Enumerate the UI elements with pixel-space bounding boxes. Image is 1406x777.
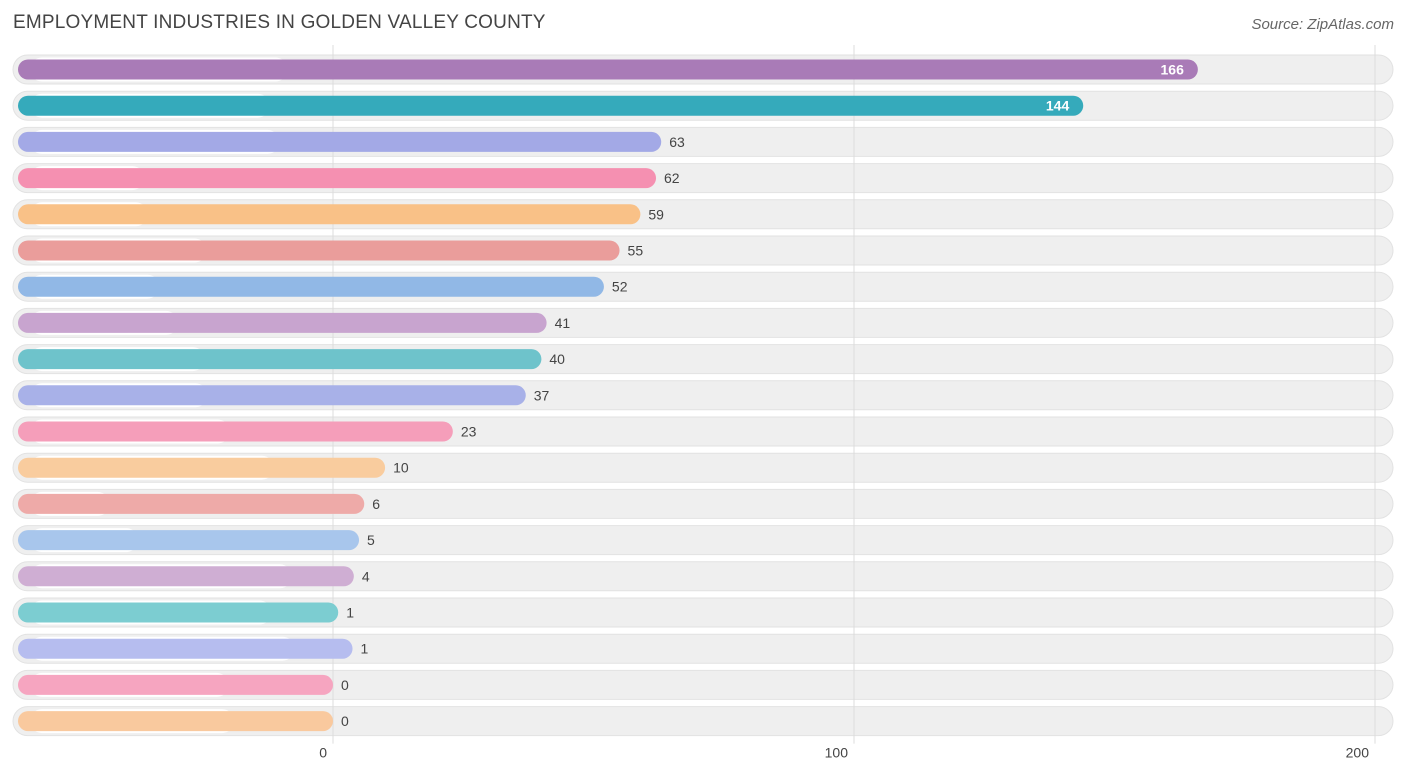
bar [18, 457, 386, 478]
bar-row: Health Care & Social Assistance166 [18, 57, 1198, 82]
bar-value: 1 [361, 641, 369, 657]
bar [18, 385, 526, 406]
bar-value: 0 [341, 713, 349, 729]
bar [18, 566, 354, 587]
bar [18, 276, 604, 297]
bar-row: Transportation & Warehousing10 [18, 455, 409, 480]
bar-value: 144 [1046, 98, 1070, 114]
bar-value: 40 [549, 351, 565, 367]
rows-layer: Health Care & Social Assistance166 Agricu… [12, 45, 1394, 744]
x-tick-label: 200 [1346, 745, 1370, 761]
bar-row: Wholesale Trade41 [18, 310, 571, 335]
bar [18, 530, 360, 551]
bar-row: Public Administration55 [18, 238, 644, 263]
bar [18, 204, 641, 225]
bar-row: Educational Services37 [18, 383, 550, 408]
x-tick-label: 100 [825, 745, 849, 761]
bar-value: 59 [648, 206, 664, 222]
ticks-layer: 0 100 200 [319, 745, 1369, 761]
bar-value: 62 [664, 170, 680, 186]
bar-row: Manufacturing52 [18, 274, 628, 299]
bar-row: Mining, Quarrying, & Extraction63 [18, 129, 685, 154]
bar-value: 23 [461, 424, 477, 440]
bar [18, 711, 333, 732]
bar [18, 674, 333, 695]
bar-value: 52 [612, 279, 628, 295]
row-background [12, 706, 1394, 737]
bar [18, 240, 620, 261]
bar-row: Construction59 [18, 202, 664, 227]
bar-value: 6 [372, 496, 380, 512]
row-background [12, 597, 1394, 628]
bar-value: 5 [367, 532, 375, 548]
bar [18, 349, 542, 370]
bar-row: Utilities6 [18, 491, 380, 516]
bar-value: 10 [393, 460, 409, 476]
chart-source: Source: ZipAtlas.com [1251, 16, 1394, 33]
row-background [12, 669, 1394, 700]
bar [18, 59, 1198, 80]
bar-value: 37 [534, 387, 550, 403]
bar-row: Real Estate, Rental & Leasing1 [18, 600, 354, 625]
row-background [12, 633, 1394, 664]
bar [18, 493, 365, 514]
bar [18, 131, 662, 152]
bar [18, 602, 339, 623]
bar-value: 63 [669, 134, 685, 150]
bar-value: 4 [362, 568, 370, 584]
bar-value: 55 [628, 243, 644, 259]
bar-row: Enterprise Management0 [18, 672, 349, 697]
chart-title: EMPLOYMENT INDUSTRIES IN GOLDEN VALLEY C… [13, 12, 546, 33]
bar [18, 168, 657, 189]
bar-row: Professional & Scientific23 [18, 419, 477, 444]
bar-row: Accommodation & Food Services1 [18, 636, 369, 661]
bar-row: Agriculture, Fishing & Hunting144 [18, 93, 1084, 118]
bar [18, 421, 453, 442]
bar-value: 41 [555, 315, 571, 331]
bar-value: 166 [1161, 62, 1185, 78]
bar-row: Information5 [18, 528, 375, 553]
row-background [12, 561, 1394, 592]
bar [18, 638, 353, 659]
bar-value: 0 [341, 677, 349, 693]
row-background [12, 525, 1394, 556]
bar-row: Finance & Insurance40 [18, 347, 565, 372]
x-tick-label: 0 [319, 745, 327, 761]
bar [18, 312, 547, 333]
bar-value: 1 [346, 605, 354, 621]
bar [18, 95, 1084, 116]
bar-row: Retail Trade62 [18, 166, 680, 191]
bar-row: Arts, Entertainment & Recreation4 [18, 564, 370, 589]
bar-row: Administrative & Support0 [18, 709, 349, 734]
